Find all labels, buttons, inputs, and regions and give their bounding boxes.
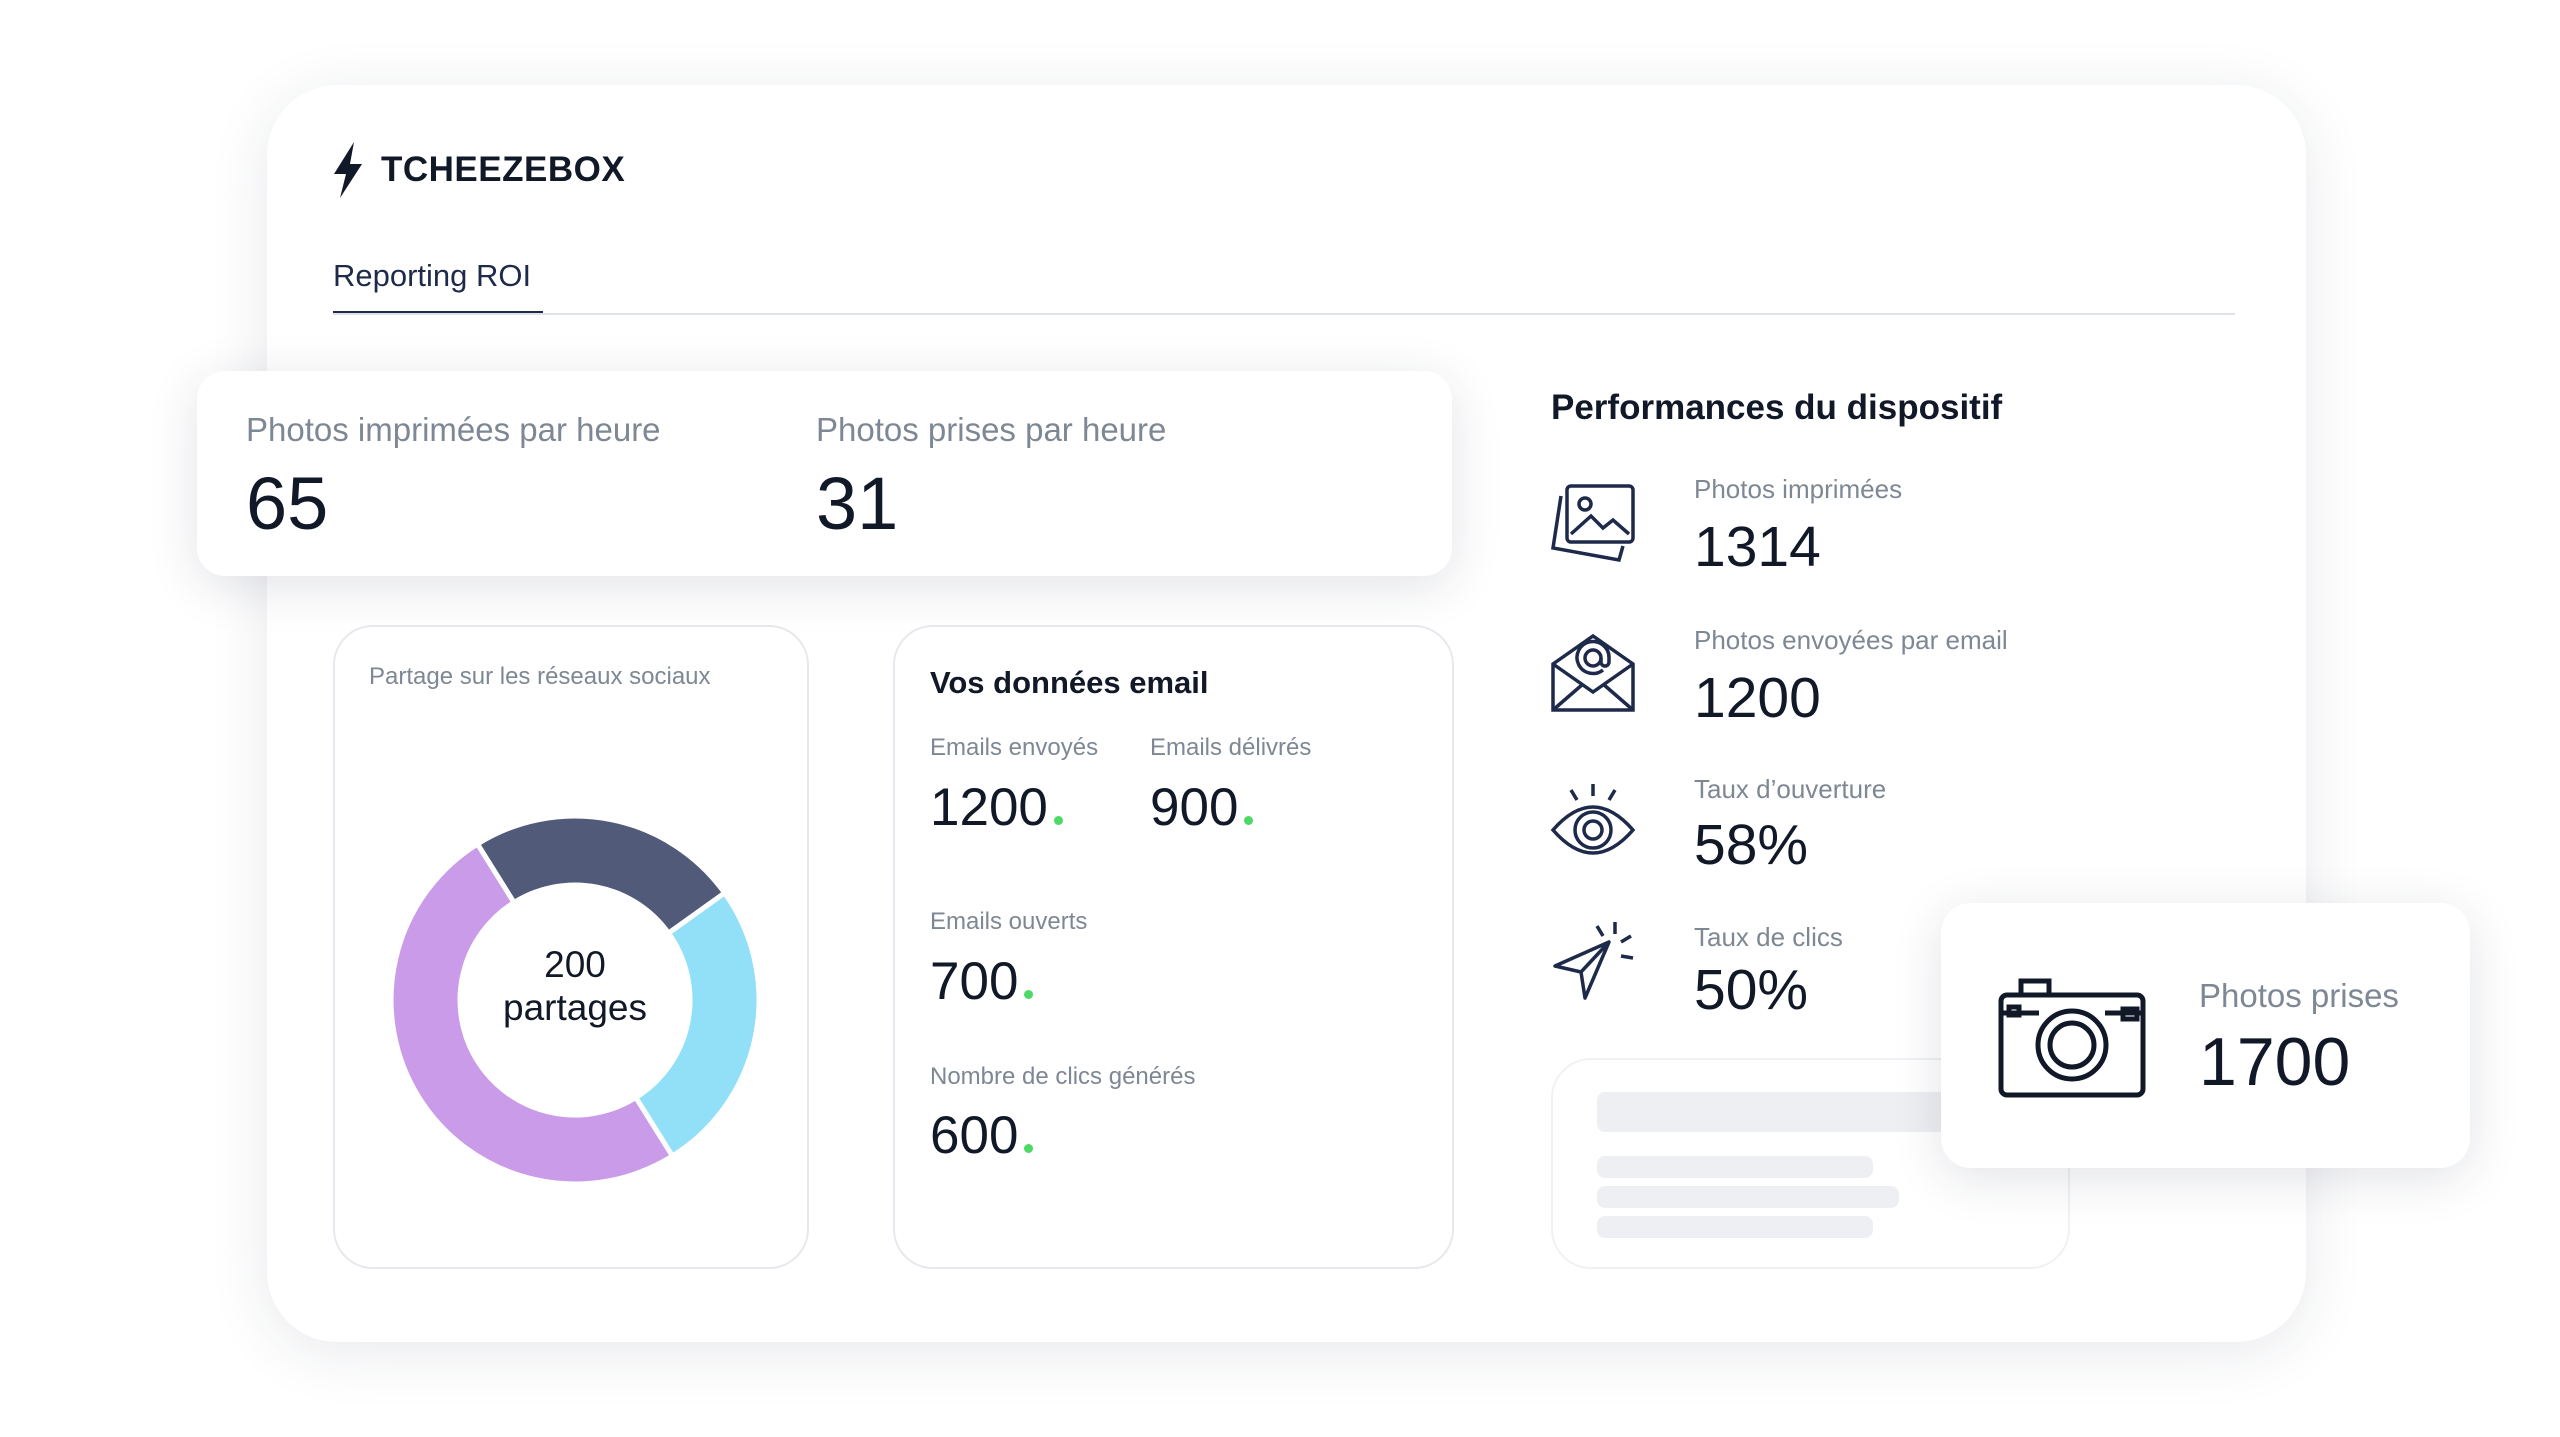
kpi-card: Photos imprimées par heure 65 Photos pri… — [197, 371, 1452, 576]
photos-label: Photos prises — [2199, 977, 2399, 1014]
brand: TCHEEZEBOX — [381, 150, 626, 189]
email-label: Emails délivrés — [1150, 734, 1312, 761]
email-card: Vos données email Emails envoyés 1200 Em… — [893, 625, 1454, 1269]
perf-label: Photos envoyées par email — [1694, 625, 2008, 655]
email-label: Nombre de clics générés — [930, 1063, 1196, 1090]
social-card: Partage sur les réseaux sociaux 200 part… — [333, 625, 809, 1269]
perf-label: Photos imprimées — [1694, 474, 1903, 504]
skeleton-bar — [1597, 1156, 1873, 1178]
kpi-value: 31 — [816, 462, 899, 545]
kpi-label: Photos imprimées par heure — [246, 411, 661, 448]
email-icon — [1551, 633, 1635, 712]
photo-icon — [1551, 484, 1635, 563]
email-value: 700 — [930, 951, 1033, 1012]
tab[interactable]: Reporting ROI — [333, 258, 532, 293]
logo-icon — [334, 142, 362, 198]
perf-value: 1200 — [1694, 666, 1821, 730]
click-icon — [1553, 922, 1634, 1000]
donut-segment — [388, 840, 676, 1187]
email-value: 600 — [930, 1105, 1033, 1166]
donut-center: partages — [503, 987, 647, 1028]
perf-value: 50% — [1694, 958, 1809, 1022]
email-value: 900 — [1150, 777, 1253, 838]
email-label: Emails ouverts — [930, 908, 1088, 935]
kpi-label: Photos prises par heure — [816, 411, 1167, 448]
perf-value: 1314 — [1694, 515, 1821, 579]
photos-value: 1700 — [2199, 1024, 2351, 1100]
perf-value: 58% — [1694, 813, 1809, 877]
donut-segment — [474, 813, 729, 937]
skeleton-bar — [1597, 1092, 1977, 1132]
donut-segment — [632, 889, 762, 1160]
donut-center: 200 — [544, 944, 606, 985]
donut-chart: 200 partages — [388, 813, 762, 1187]
photos-card: Photos prises 1700 — [1941, 903, 2470, 1168]
kpi-value: 65 — [246, 462, 329, 545]
skeleton-bar — [1597, 1216, 1873, 1238]
camera-icon — [1998, 978, 2146, 1098]
skeleton-bar — [1597, 1186, 1899, 1208]
performance-title: Performances du dispositif — [1551, 388, 2003, 427]
email-label: Emails envoyés — [930, 734, 1099, 761]
perf-label: Taux d’ouverture — [1694, 774, 1887, 804]
perf-label: Taux de clics — [1694, 922, 1843, 952]
email-title: Vos données email — [930, 665, 1209, 700]
social-title: Partage sur les réseaux sociaux — [369, 663, 711, 690]
eye-icon — [1550, 784, 1636, 855]
email-value: 1200 — [930, 777, 1063, 838]
tab-divider — [333, 313, 2235, 315]
